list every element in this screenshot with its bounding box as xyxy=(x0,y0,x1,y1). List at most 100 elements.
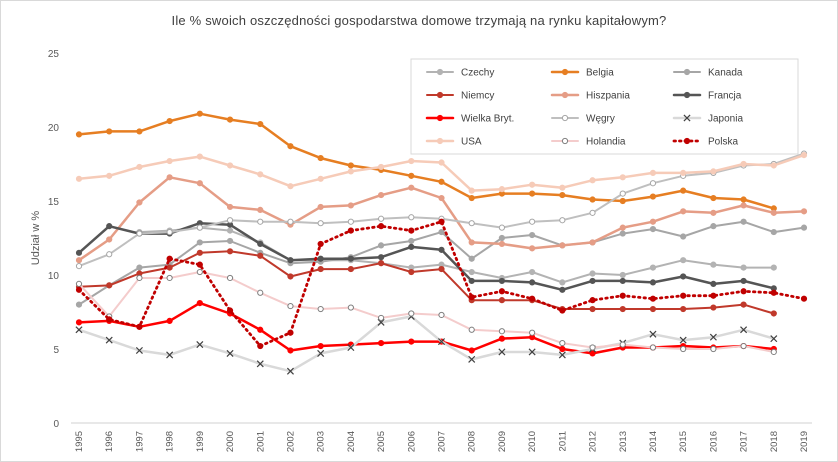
data-point xyxy=(438,218,445,225)
series-line xyxy=(78,250,775,315)
data-point xyxy=(347,168,354,175)
chart-title: Ile % swoich oszczędności gospodarstwa d… xyxy=(171,13,667,28)
data-point xyxy=(226,349,234,357)
data-point xyxy=(408,184,415,191)
data-point xyxy=(75,319,83,326)
data-point xyxy=(377,223,385,230)
data-point xyxy=(619,224,626,231)
x-tick-label: 1998 xyxy=(165,431,176,452)
data-point xyxy=(347,227,354,234)
series-Holandia xyxy=(75,268,777,356)
x-tick-label: 2004 xyxy=(346,431,357,452)
data-point xyxy=(498,234,506,242)
data-point xyxy=(498,328,506,335)
data-point xyxy=(438,246,445,253)
data-point xyxy=(529,279,536,286)
data-point xyxy=(528,348,536,356)
data-point xyxy=(589,305,596,313)
series-USA xyxy=(75,152,808,194)
data-point xyxy=(317,203,324,211)
data-point xyxy=(529,231,536,239)
x-tick-label: 1999 xyxy=(195,431,206,452)
data-point xyxy=(558,351,566,359)
data-point xyxy=(468,187,475,194)
data-point xyxy=(619,305,626,313)
legend-item: Kanada xyxy=(673,68,743,79)
data-point xyxy=(136,128,143,135)
data-point xyxy=(438,194,445,202)
y-tick-label: 5 xyxy=(53,345,59,356)
data-point xyxy=(740,196,747,203)
x-tick-label: 1995 xyxy=(74,431,85,452)
x-tick-label: 2000 xyxy=(225,431,236,452)
data-point xyxy=(710,168,717,175)
legend-item: Hiszpania xyxy=(550,91,630,102)
data-point xyxy=(710,304,717,311)
data-point xyxy=(196,261,203,268)
data-point xyxy=(166,255,173,262)
data-point xyxy=(226,162,234,169)
data-point xyxy=(75,249,83,256)
data-point xyxy=(619,277,626,285)
data-point xyxy=(347,265,354,273)
x-tick-label: 2009 xyxy=(497,431,508,452)
data-point xyxy=(680,273,687,280)
data-point xyxy=(287,273,294,280)
data-point xyxy=(468,326,475,333)
data-point xyxy=(498,240,506,248)
x-tick-label: 2019 xyxy=(799,431,810,452)
data-point xyxy=(257,240,264,248)
data-point xyxy=(680,208,687,215)
data-point xyxy=(710,223,717,230)
data-point xyxy=(196,300,203,307)
data-point xyxy=(770,209,777,216)
data-point xyxy=(680,345,687,353)
data-point xyxy=(166,228,173,236)
data-point xyxy=(136,163,143,171)
data-point xyxy=(257,218,264,225)
data-point xyxy=(770,162,777,169)
x-tick-label: 2012 xyxy=(588,431,599,452)
data-point xyxy=(408,310,415,317)
data-point xyxy=(498,335,506,342)
data-point xyxy=(226,217,234,224)
data-point xyxy=(740,218,747,225)
data-point xyxy=(438,228,445,236)
data-point xyxy=(710,209,717,216)
data-point xyxy=(589,297,596,304)
data-point xyxy=(649,344,657,351)
y-axis-label: Udział w % xyxy=(30,211,42,266)
x-tick-label: 2003 xyxy=(316,431,327,452)
data-point xyxy=(589,344,596,351)
data-point xyxy=(377,191,385,199)
data-point xyxy=(468,255,475,262)
data-point xyxy=(256,360,264,368)
series-Japonia xyxy=(75,312,778,375)
legend-box xyxy=(410,58,799,155)
data-point xyxy=(468,194,475,202)
data-point xyxy=(75,131,83,138)
data-point xyxy=(710,261,717,268)
data-point xyxy=(589,350,596,357)
data-point xyxy=(438,265,445,273)
data-point xyxy=(347,162,354,169)
chart-axes: 0 5 10 15 20 25 Udział w % 1995 1996 1997 1998 1999… xyxy=(30,49,812,452)
x-tick-label: 2017 xyxy=(739,431,750,452)
y-tick-label: 20 xyxy=(48,123,60,134)
data-point xyxy=(257,342,264,350)
legend-label: Czechy xyxy=(461,68,494,79)
data-point xyxy=(347,343,355,352)
data-point xyxy=(106,282,113,289)
data-point xyxy=(559,345,566,353)
legend-item: USA xyxy=(425,137,482,148)
data-point xyxy=(75,280,83,287)
data-point xyxy=(438,178,445,185)
legend-item: Francja xyxy=(672,91,742,102)
series-line xyxy=(138,226,775,284)
data-point xyxy=(196,249,203,256)
data-point xyxy=(468,220,475,227)
legend-label: Holandia xyxy=(586,137,626,148)
data-point xyxy=(196,180,203,187)
data-point xyxy=(740,277,747,285)
data-point xyxy=(317,349,325,357)
